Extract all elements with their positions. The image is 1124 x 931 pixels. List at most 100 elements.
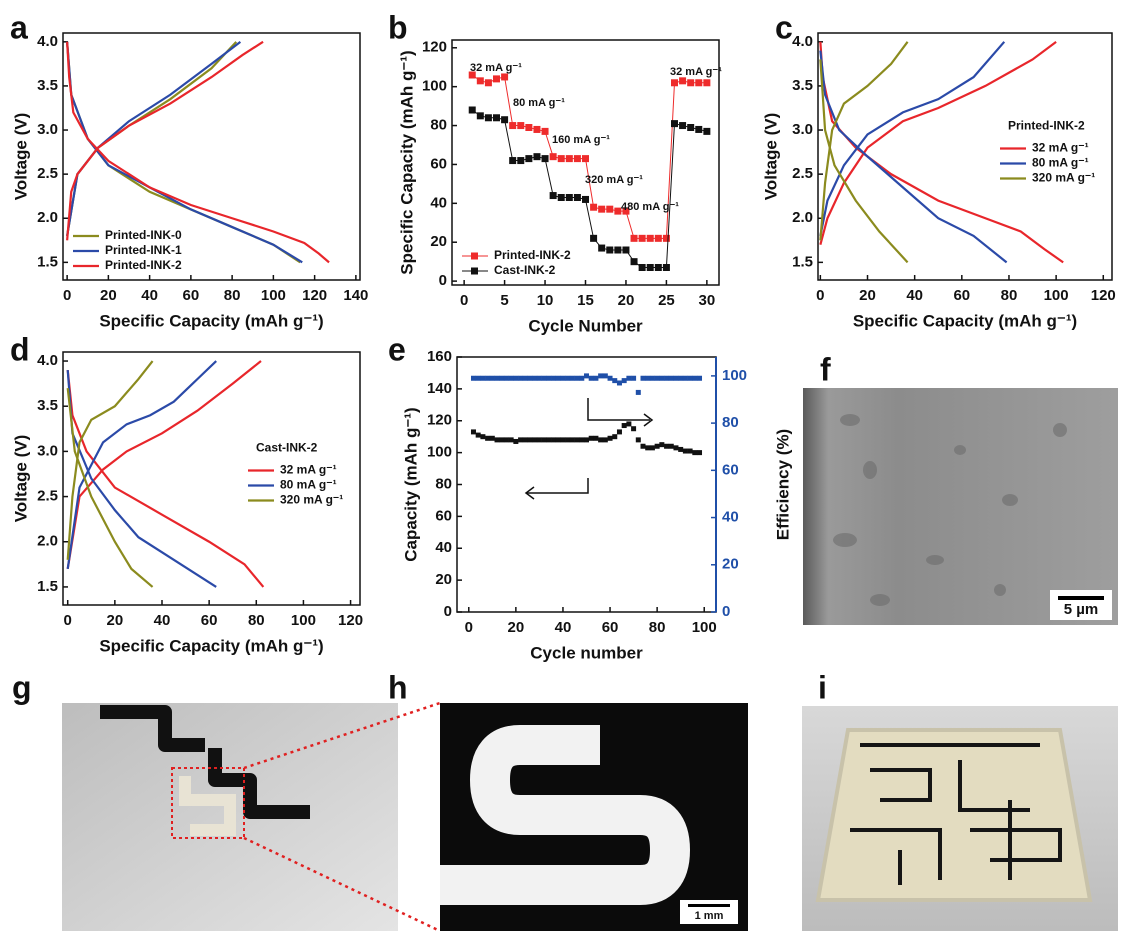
marker — [509, 376, 514, 381]
marker — [683, 449, 688, 454]
marker — [614, 247, 621, 254]
marker — [517, 122, 524, 129]
marker — [504, 437, 509, 442]
x-tick-label: 25 — [658, 292, 675, 309]
marker — [509, 437, 514, 442]
series-line — [67, 42, 236, 236]
marker — [537, 437, 542, 442]
marker — [537, 376, 542, 381]
y-tick-label: 100 — [422, 78, 447, 95]
y-tick-label: 3.5 — [37, 77, 58, 94]
y-tick-label: 4.0 — [792, 33, 813, 50]
legend-label: Printed-INK-2 — [105, 258, 182, 272]
marker — [493, 114, 500, 121]
series-line — [820, 51, 1006, 263]
marker — [659, 376, 664, 381]
marker — [509, 122, 516, 129]
marker — [582, 196, 589, 203]
x-tick-label: 120 — [1091, 287, 1116, 304]
marker — [669, 444, 674, 449]
legend-label: Cast-INK-2 — [494, 263, 556, 277]
scale-bar-label: 1 mm — [695, 910, 724, 922]
y-axis-title: Voltage (V) — [11, 113, 30, 201]
legend-marker — [471, 268, 478, 275]
marker — [556, 376, 561, 381]
legend-title: Printed-INK-2 — [1008, 119, 1085, 133]
x-tick-label: 5 — [500, 292, 508, 309]
marker — [622, 247, 629, 254]
panel-label: g — [12, 669, 32, 705]
series-line — [472, 75, 707, 238]
scale-bar — [1058, 596, 1104, 600]
marker — [645, 445, 650, 450]
y-tick-label: 2.0 — [792, 209, 813, 226]
marker — [593, 376, 598, 381]
annotation: 480 mA g⁻¹ — [621, 201, 679, 213]
marker — [655, 376, 660, 381]
marker — [679, 77, 686, 84]
marker — [523, 376, 528, 381]
marker — [598, 245, 605, 252]
marker — [598, 373, 603, 378]
marker — [678, 447, 683, 452]
marker — [688, 376, 693, 381]
marker — [703, 128, 710, 135]
marker — [663, 235, 670, 242]
scale-bar — [688, 904, 730, 907]
marker — [695, 79, 702, 86]
y-tick-label: 1.5 — [37, 578, 58, 595]
marker — [480, 376, 485, 381]
marker — [518, 437, 523, 442]
x-tick-label: 60 — [602, 619, 619, 636]
y-tick-label: 120 — [422, 39, 447, 56]
marker — [687, 79, 694, 86]
y2-axis-title: Efficiency (%) — [773, 429, 792, 540]
legend-title: Cast-INK-2 — [256, 441, 318, 455]
marker — [622, 423, 627, 428]
marker — [631, 235, 638, 242]
y-tick-label: 1.5 — [792, 253, 813, 270]
marker — [606, 247, 613, 254]
annotation: 320 mA g⁻¹ — [585, 174, 643, 186]
marker — [574, 194, 581, 201]
y-tick-label: 20 — [435, 571, 452, 588]
y2-tick-label: 0 — [722, 603, 730, 620]
x-tick-label: 0 — [460, 292, 468, 309]
y-tick-label: 2.5 — [792, 165, 813, 182]
marker — [565, 376, 570, 381]
y-tick-label: 2.5 — [37, 488, 58, 505]
series-line — [68, 370, 217, 587]
marker — [641, 444, 646, 449]
marker — [546, 437, 551, 442]
marker — [504, 376, 509, 381]
y-tick-label: 160 — [427, 348, 452, 365]
marker — [688, 449, 693, 454]
legend-label: 32 mA g⁻¹ — [280, 463, 337, 477]
series-line — [68, 361, 217, 569]
marker — [584, 373, 589, 378]
marker — [476, 376, 481, 381]
x-tick-label: 60 — [201, 612, 218, 629]
marker — [650, 376, 655, 381]
marker — [683, 376, 688, 381]
marker — [550, 153, 557, 160]
marker — [525, 155, 532, 162]
series-line — [820, 42, 1063, 263]
marker — [513, 376, 518, 381]
y-tick-label: 3.5 — [792, 77, 813, 94]
marker — [612, 434, 617, 439]
x-axis-title: Specific Capacity (mAh g⁻¹) — [853, 311, 1077, 330]
marker — [617, 429, 622, 434]
marker — [542, 128, 549, 135]
plot-frame — [457, 357, 716, 612]
marker — [560, 437, 565, 442]
marker — [617, 380, 622, 385]
marker — [560, 376, 565, 381]
marker — [471, 376, 476, 381]
marker — [606, 206, 613, 213]
y-tick-label: 4.0 — [37, 352, 58, 369]
legend-label: 320 mA g⁻¹ — [280, 493, 343, 507]
annotation: 32 mA g⁻¹ — [470, 62, 522, 74]
marker — [556, 437, 561, 442]
x-tick-label: 40 — [154, 612, 171, 629]
